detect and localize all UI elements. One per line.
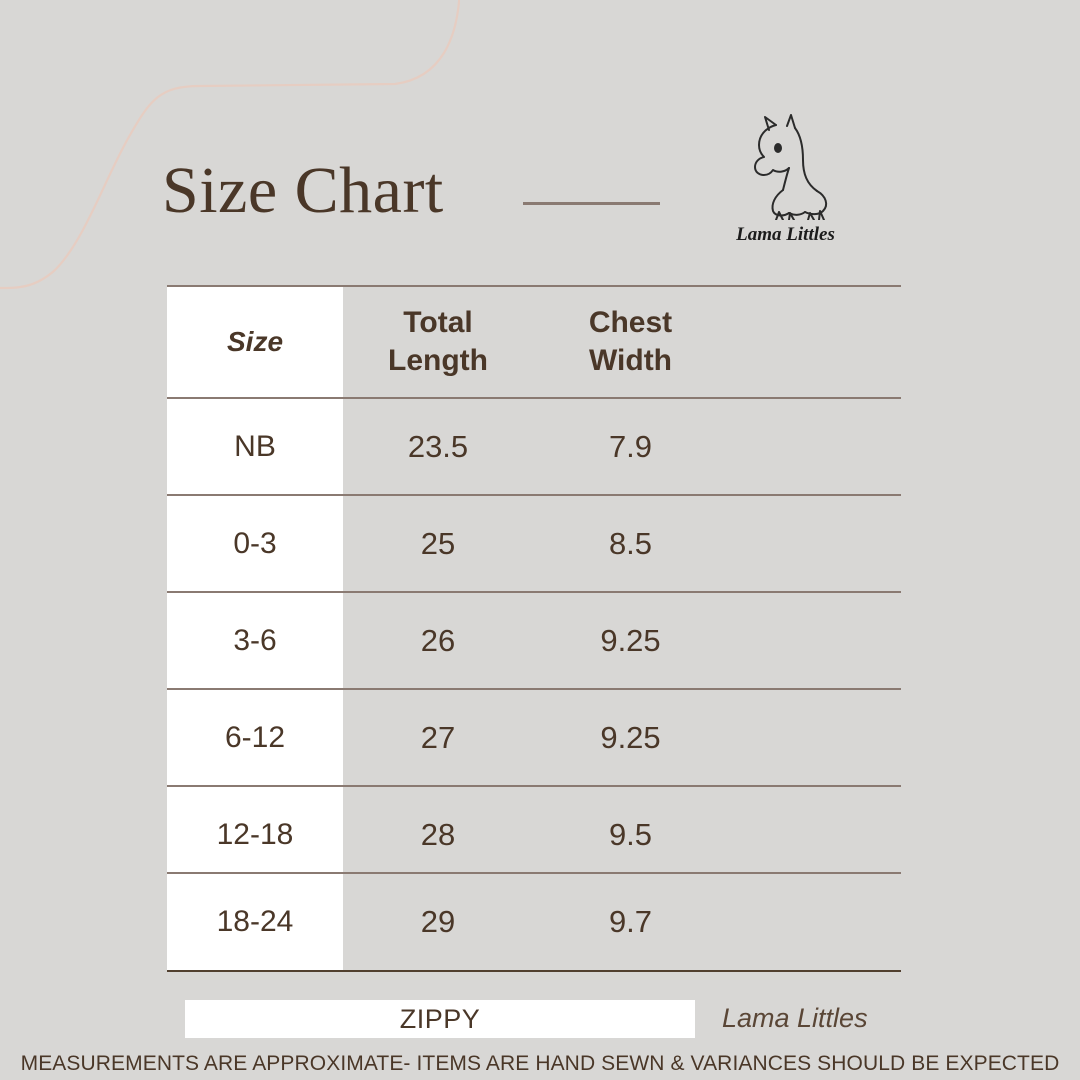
cell-size: 18-24 [216, 904, 294, 938]
column-header-total-length-line1: Total [403, 305, 473, 339]
title-rule [523, 202, 660, 205]
table-row: 3-6 26 9.25 [167, 593, 901, 688]
cell-total-length: 25 [420, 525, 456, 561]
size-column-panel [167, 285, 343, 970]
column-header-total-length: Total Length [343, 304, 533, 381]
column-header-size: Size [226, 326, 284, 358]
table-rule [167, 785, 901, 787]
brand-logo: Lama Littles [718, 112, 853, 262]
cell-size: NB [234, 429, 276, 463]
table-row: 12-18 28 9.5 [167, 787, 901, 882]
cell-total-length: 27 [420, 719, 456, 755]
footer-brand-name: Lama Littles [722, 1003, 868, 1033]
column-header-chest-width-line1: Chest [588, 305, 673, 339]
table-rule-header [167, 397, 901, 399]
table-rule [167, 688, 901, 690]
cell-total-length: 26 [420, 622, 456, 658]
cell-chest-width: 7.9 [608, 428, 653, 464]
brand-wordmark: Lama Littles [736, 224, 835, 245]
table-row: NB 23.5 7.9 [167, 399, 901, 494]
cell-chest-width: 9.25 [600, 719, 661, 755]
table-rule-bottom [167, 970, 901, 972]
style-name-box: ZIPPY [185, 1000, 695, 1038]
table-row: 0-3 25 8.5 [167, 496, 901, 591]
column-header-total-length-line2: Length [388, 344, 488, 377]
table-rule-top [167, 285, 901, 287]
table-header-row: Size Total Length Chest Width [167, 287, 901, 397]
table-rule [167, 494, 901, 496]
style-name-label: ZIPPY [399, 1003, 481, 1034]
cell-chest-width: 9.7 [608, 903, 653, 939]
llama-outline-icon [753, 114, 827, 220]
column-header-chest-width-line2: Width [588, 344, 673, 377]
column-header-chest-width: Chest Width [533, 304, 728, 381]
page-title: Size Chart [162, 154, 444, 227]
table-row: 18-24 29 9.7 [167, 874, 901, 969]
cell-total-length: 29 [420, 903, 456, 939]
cell-size: 0-3 [233, 526, 277, 560]
cell-size: 12-18 [216, 817, 294, 851]
table-row: 6-12 27 9.25 [167, 690, 901, 785]
cell-size: 3-6 [233, 623, 277, 657]
table-rule [167, 591, 901, 593]
cell-total-length: 23.5 [407, 428, 469, 464]
cell-chest-width: 9.5 [608, 816, 653, 852]
cell-chest-width: 8.5 [608, 525, 653, 561]
cell-chest-width: 9.25 [600, 622, 661, 658]
table-rule [167, 872, 901, 874]
cell-size: 6-12 [224, 720, 286, 754]
disclaimer-text: MEASUREMENTS ARE APPROXIMATE- ITEMS ARE … [20, 1052, 1060, 1075]
cell-total-length: 28 [420, 816, 456, 852]
